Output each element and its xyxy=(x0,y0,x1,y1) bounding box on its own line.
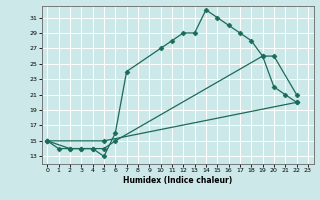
X-axis label: Humidex (Indice chaleur): Humidex (Indice chaleur) xyxy=(123,176,232,185)
